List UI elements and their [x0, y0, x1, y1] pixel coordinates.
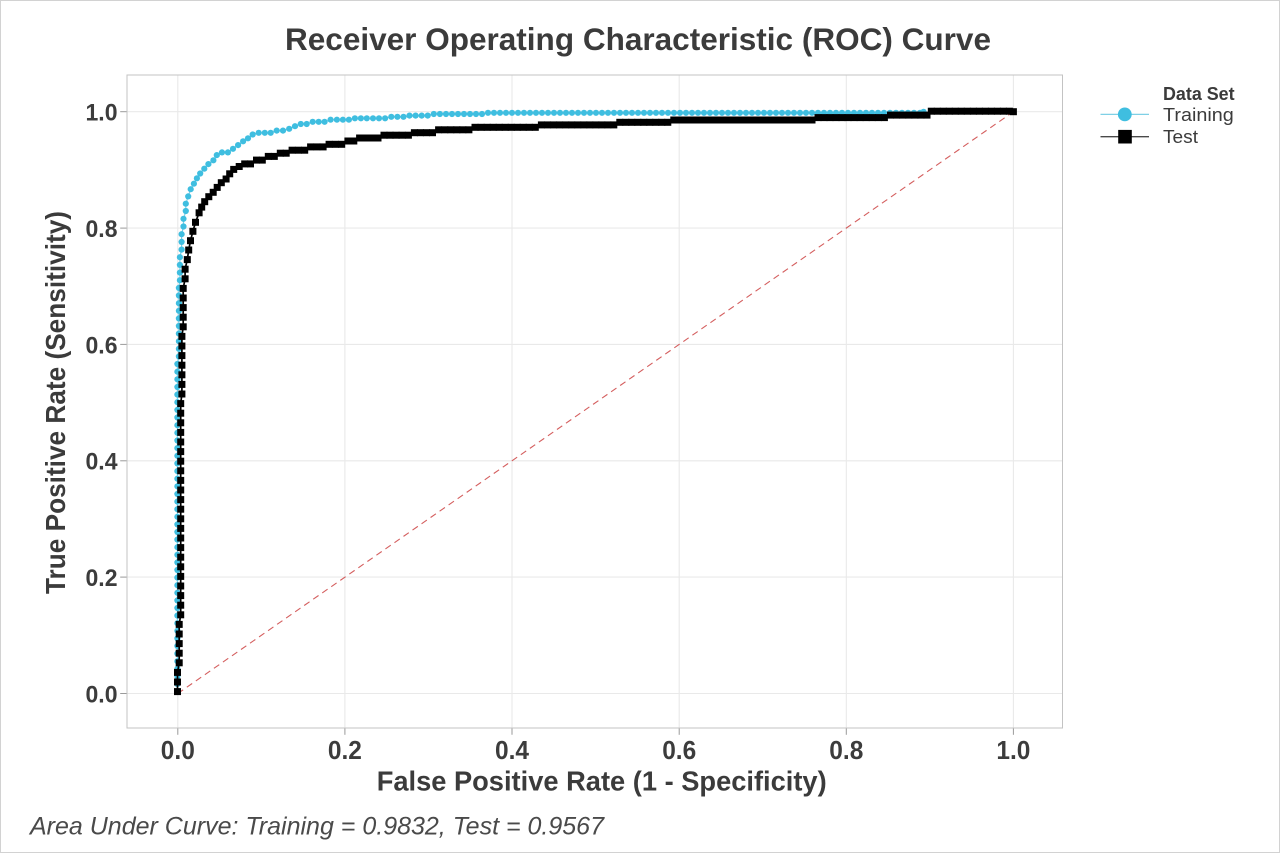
svg-text:0.0: 0.0: [86, 681, 118, 708]
svg-text:Receiver Operating Characteris: Receiver Operating Characteristic (ROC) …: [285, 21, 991, 57]
svg-text:0.8: 0.8: [829, 735, 863, 765]
svg-text:Data Set: Data Set: [1163, 84, 1235, 104]
svg-text:Training: Training: [1163, 105, 1234, 125]
svg-text:Test: Test: [1163, 127, 1198, 147]
svg-text:1.0: 1.0: [996, 735, 1030, 765]
svg-text:0.4: 0.4: [495, 735, 529, 765]
svg-text:True Positive Rate (Sensitivit: True Positive Rate (Sensitivity): [40, 211, 71, 594]
svg-text:0.6: 0.6: [662, 735, 696, 765]
svg-text:1.0: 1.0: [86, 100, 118, 127]
svg-text:False Positive Rate (1 - Speci: False Positive Rate (1 - Specificity): [377, 766, 827, 797]
svg-text:0.0: 0.0: [161, 735, 195, 765]
svg-text:0.2: 0.2: [86, 565, 118, 592]
svg-text:0.8: 0.8: [86, 216, 118, 243]
svg-text:Area Under Curve: Training = 0: Area Under Curve: Training = 0.9832, Tes…: [28, 813, 605, 841]
svg-text:0.6: 0.6: [86, 332, 118, 359]
svg-text:0.2: 0.2: [328, 735, 362, 765]
svg-text:0.4: 0.4: [86, 449, 118, 476]
